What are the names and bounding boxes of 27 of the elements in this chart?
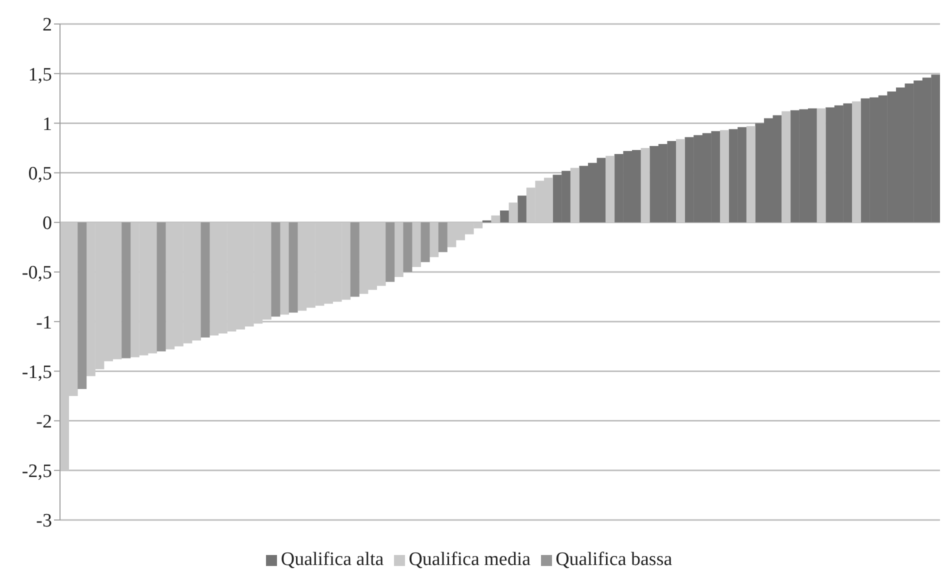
bar: [271, 222, 280, 317]
bar: [500, 210, 509, 222]
y-tick-label: 0,5: [28, 164, 52, 185]
y-tick-label: -1: [36, 312, 52, 334]
y-tick-label: 1,5: [28, 64, 52, 86]
bar: [403, 222, 412, 272]
y-tick-label: 2: [42, 14, 52, 36]
bar: [438, 222, 448, 252]
y-tick-label: -3: [36, 510, 52, 532]
bar: [78, 222, 87, 390]
bar: [122, 222, 131, 358]
y-tick-label: -0,5: [22, 262, 52, 284]
y-tick-label: -1,5: [22, 362, 52, 383]
y-tick-label: -2,5: [22, 461, 52, 482]
y-tick-label: 1: [42, 114, 52, 135]
y-tick-label: 0: [42, 213, 52, 234]
bar: [350, 222, 360, 297]
bar: [200, 222, 210, 338]
legend-label: Qualifica alta: [280, 549, 384, 570]
legend-label: Qualifica media: [408, 549, 531, 570]
bar: [518, 196, 527, 222]
bar: [288, 222, 298, 313]
bar: [156, 222, 166, 352]
bar: [420, 222, 430, 262]
legend-label: Qualifica bassa: [556, 549, 672, 570]
y-tick-label: -2: [36, 412, 52, 433]
bar: [386, 222, 395, 282]
